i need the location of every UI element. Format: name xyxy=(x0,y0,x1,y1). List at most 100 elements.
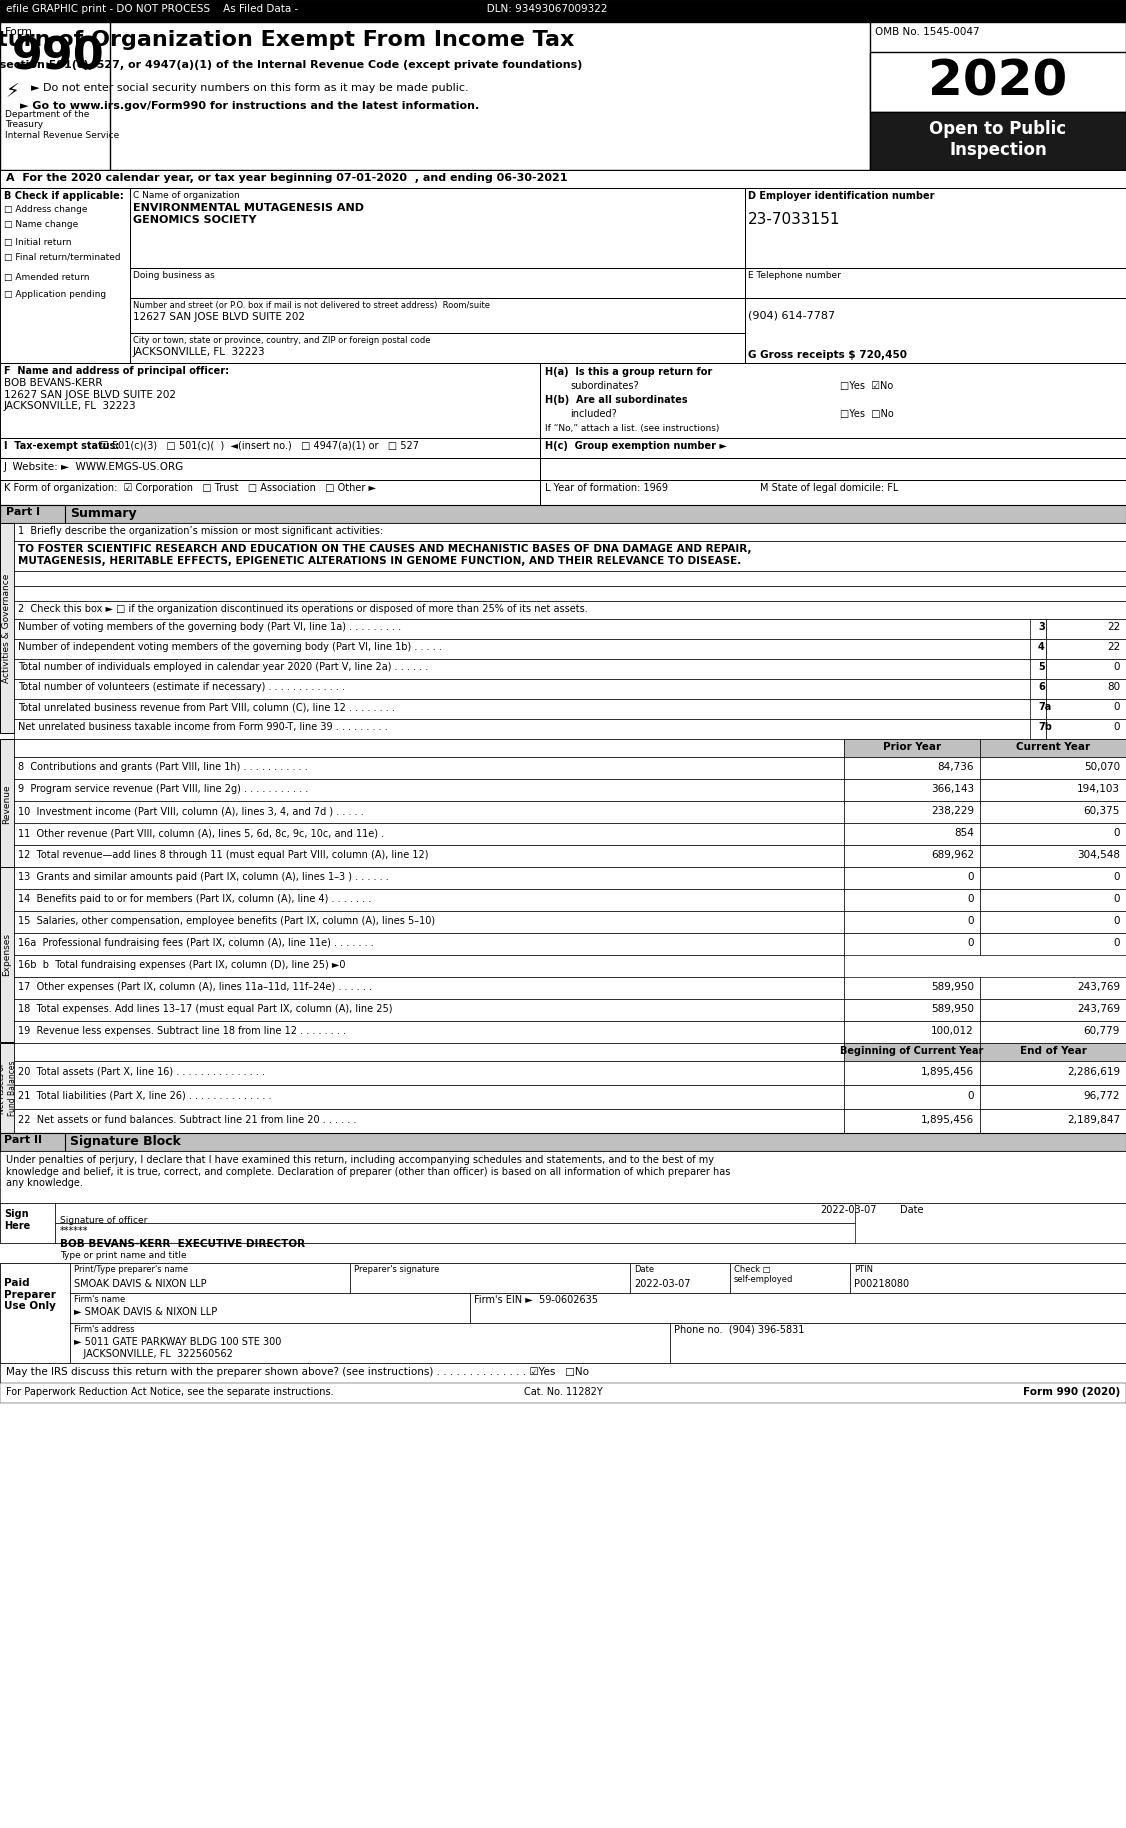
Text: efile GRAPHIC print - DO NOT PROCESS    As Filed Data -                         : efile GRAPHIC print - DO NOT PROCESS As … xyxy=(6,4,608,15)
Bar xyxy=(14,998,844,1022)
Bar xyxy=(14,523,1126,541)
Text: Check □
self-employed: Check □ self-employed xyxy=(734,1265,794,1285)
Bar xyxy=(850,1263,1126,1292)
Text: 0: 0 xyxy=(967,916,974,927)
Text: □ Address change: □ Address change xyxy=(5,205,88,214)
Text: 2,189,847: 2,189,847 xyxy=(1066,1115,1120,1124)
Bar xyxy=(129,188,745,269)
Text: (904) 614-7787: (904) 614-7787 xyxy=(748,311,835,320)
Bar xyxy=(14,570,1126,587)
Bar xyxy=(14,601,1126,620)
Bar xyxy=(0,1384,1126,1404)
Text: 6: 6 xyxy=(1038,682,1045,693)
Text: 990: 990 xyxy=(12,35,105,79)
Bar xyxy=(70,1292,1126,1323)
Text: ► Do not enter social security numbers on this form as it may be made public.: ► Do not enter social security numbers o… xyxy=(32,82,468,93)
Bar xyxy=(844,779,980,801)
Bar xyxy=(844,757,980,779)
Text: C Name of organization: C Name of organization xyxy=(133,190,240,199)
Text: 84,736: 84,736 xyxy=(938,762,974,771)
Bar xyxy=(0,1263,70,1364)
Text: Date: Date xyxy=(634,1265,654,1274)
Text: OMB No. 1545-0047: OMB No. 1545-0047 xyxy=(875,27,980,37)
Bar xyxy=(980,1086,1126,1110)
Bar xyxy=(844,932,980,954)
Bar xyxy=(870,112,1126,170)
Text: L Year of formation: 1969: L Year of formation: 1969 xyxy=(545,483,668,494)
Text: 0: 0 xyxy=(1114,916,1120,927)
Bar xyxy=(0,1263,1126,1364)
Bar xyxy=(14,823,844,845)
Bar xyxy=(0,481,540,505)
Bar xyxy=(730,1263,850,1292)
Bar xyxy=(540,481,1126,505)
Bar xyxy=(631,1263,730,1292)
Text: K Form of organization:  ☑ Corporation   □ Trust   □ Association   □ Other ►: K Form of organization: ☑ Corporation □ … xyxy=(5,483,376,494)
Bar xyxy=(980,932,1126,954)
Text: Department of the
Treasury
Internal Revenue Service: Department of the Treasury Internal Reve… xyxy=(5,110,119,139)
Text: 18  Total expenses. Add lines 13–17 (must equal Part IX, column (A), line 25): 18 Total expenses. Add lines 13–17 (must… xyxy=(18,1004,393,1015)
Text: 689,962: 689,962 xyxy=(931,850,974,859)
Bar xyxy=(844,1022,980,1044)
Bar xyxy=(129,298,745,333)
Text: 96,772: 96,772 xyxy=(1083,1091,1120,1100)
Text: 304,548: 304,548 xyxy=(1076,850,1120,859)
Text: 50,070: 50,070 xyxy=(1084,762,1120,771)
Text: 17  Other expenses (Part IX, column (A), lines 11a–11d, 11f–24e) . . . . . .: 17 Other expenses (Part IX, column (A), … xyxy=(18,982,372,993)
Bar xyxy=(844,866,980,888)
Text: Signature of officer: Signature of officer xyxy=(60,1216,148,1225)
Text: Summary: Summary xyxy=(70,506,136,519)
Text: Beginning of Current Year: Beginning of Current Year xyxy=(840,1046,984,1057)
Text: 854: 854 xyxy=(954,828,974,837)
Text: B Check if applicable:: B Check if applicable: xyxy=(5,190,124,201)
Text: Part I: Part I xyxy=(6,506,41,517)
Bar xyxy=(14,739,844,757)
Bar xyxy=(980,910,1126,932)
Text: Net Assets or
Fund Balances: Net Assets or Fund Balances xyxy=(0,1060,17,1115)
Text: Firm's address: Firm's address xyxy=(74,1325,135,1334)
Text: PTIN: PTIN xyxy=(854,1265,873,1274)
Bar xyxy=(870,51,1126,112)
Bar xyxy=(980,888,1126,910)
Bar xyxy=(0,1203,55,1243)
Text: 2022-03-07: 2022-03-07 xyxy=(634,1280,690,1289)
Bar xyxy=(980,998,1126,1022)
Bar xyxy=(980,1110,1126,1133)
Text: 1,895,456: 1,895,456 xyxy=(921,1115,974,1124)
Text: 16a  Professional fundraising fees (Part IX, column (A), line 11e) . . . . . . .: 16a Professional fundraising fees (Part … xyxy=(18,938,374,949)
Bar xyxy=(980,757,1126,779)
Text: 0: 0 xyxy=(1114,872,1120,881)
Bar xyxy=(14,801,844,823)
Text: 3: 3 xyxy=(1038,622,1045,632)
Text: H(c)  Group exemption number ►: H(c) Group exemption number ► xyxy=(545,441,727,452)
Text: 366,143: 366,143 xyxy=(931,784,974,793)
Bar xyxy=(844,801,980,823)
Bar xyxy=(14,640,1046,660)
Bar xyxy=(14,698,1046,718)
Bar xyxy=(980,1044,1126,1060)
Bar xyxy=(980,739,1126,757)
Bar xyxy=(870,22,1126,170)
Bar xyxy=(1030,718,1046,739)
Bar xyxy=(670,1323,1126,1364)
Bar xyxy=(0,1364,1126,1384)
Text: H(a)  Is this a group return for: H(a) Is this a group return for xyxy=(545,367,713,377)
Bar xyxy=(14,660,1046,678)
Text: Sign
Here: Sign Here xyxy=(5,1208,30,1230)
Text: □ Application pending: □ Application pending xyxy=(5,291,106,300)
Text: 0: 0 xyxy=(1114,722,1120,731)
Bar xyxy=(14,1022,844,1044)
Bar xyxy=(0,505,1126,523)
Text: Form 990 (2020): Form 990 (2020) xyxy=(1022,1387,1120,1397)
Text: 19  Revenue less expenses. Subtract line 18 from line 12 . . . . . . . .: 19 Revenue less expenses. Subtract line … xyxy=(18,1026,346,1036)
Text: 7b: 7b xyxy=(1038,722,1052,731)
Bar xyxy=(1030,640,1046,660)
Bar xyxy=(0,439,540,459)
Text: □ Final return/terminated: □ Final return/terminated xyxy=(5,252,120,261)
Text: ENVIRONMENTAL MUTAGENESIS AND
GENOMICS SOCIETY: ENVIRONMENTAL MUTAGENESIS AND GENOMICS S… xyxy=(133,203,364,225)
Bar xyxy=(844,888,980,910)
Text: 243,769: 243,769 xyxy=(1076,1004,1120,1015)
Text: Net unrelated business taxable income from Form 990-T, line 39 . . . . . . . . .: Net unrelated business taxable income fr… xyxy=(18,722,387,731)
Bar xyxy=(980,779,1126,801)
Text: □ Initial return: □ Initial return xyxy=(5,238,71,247)
